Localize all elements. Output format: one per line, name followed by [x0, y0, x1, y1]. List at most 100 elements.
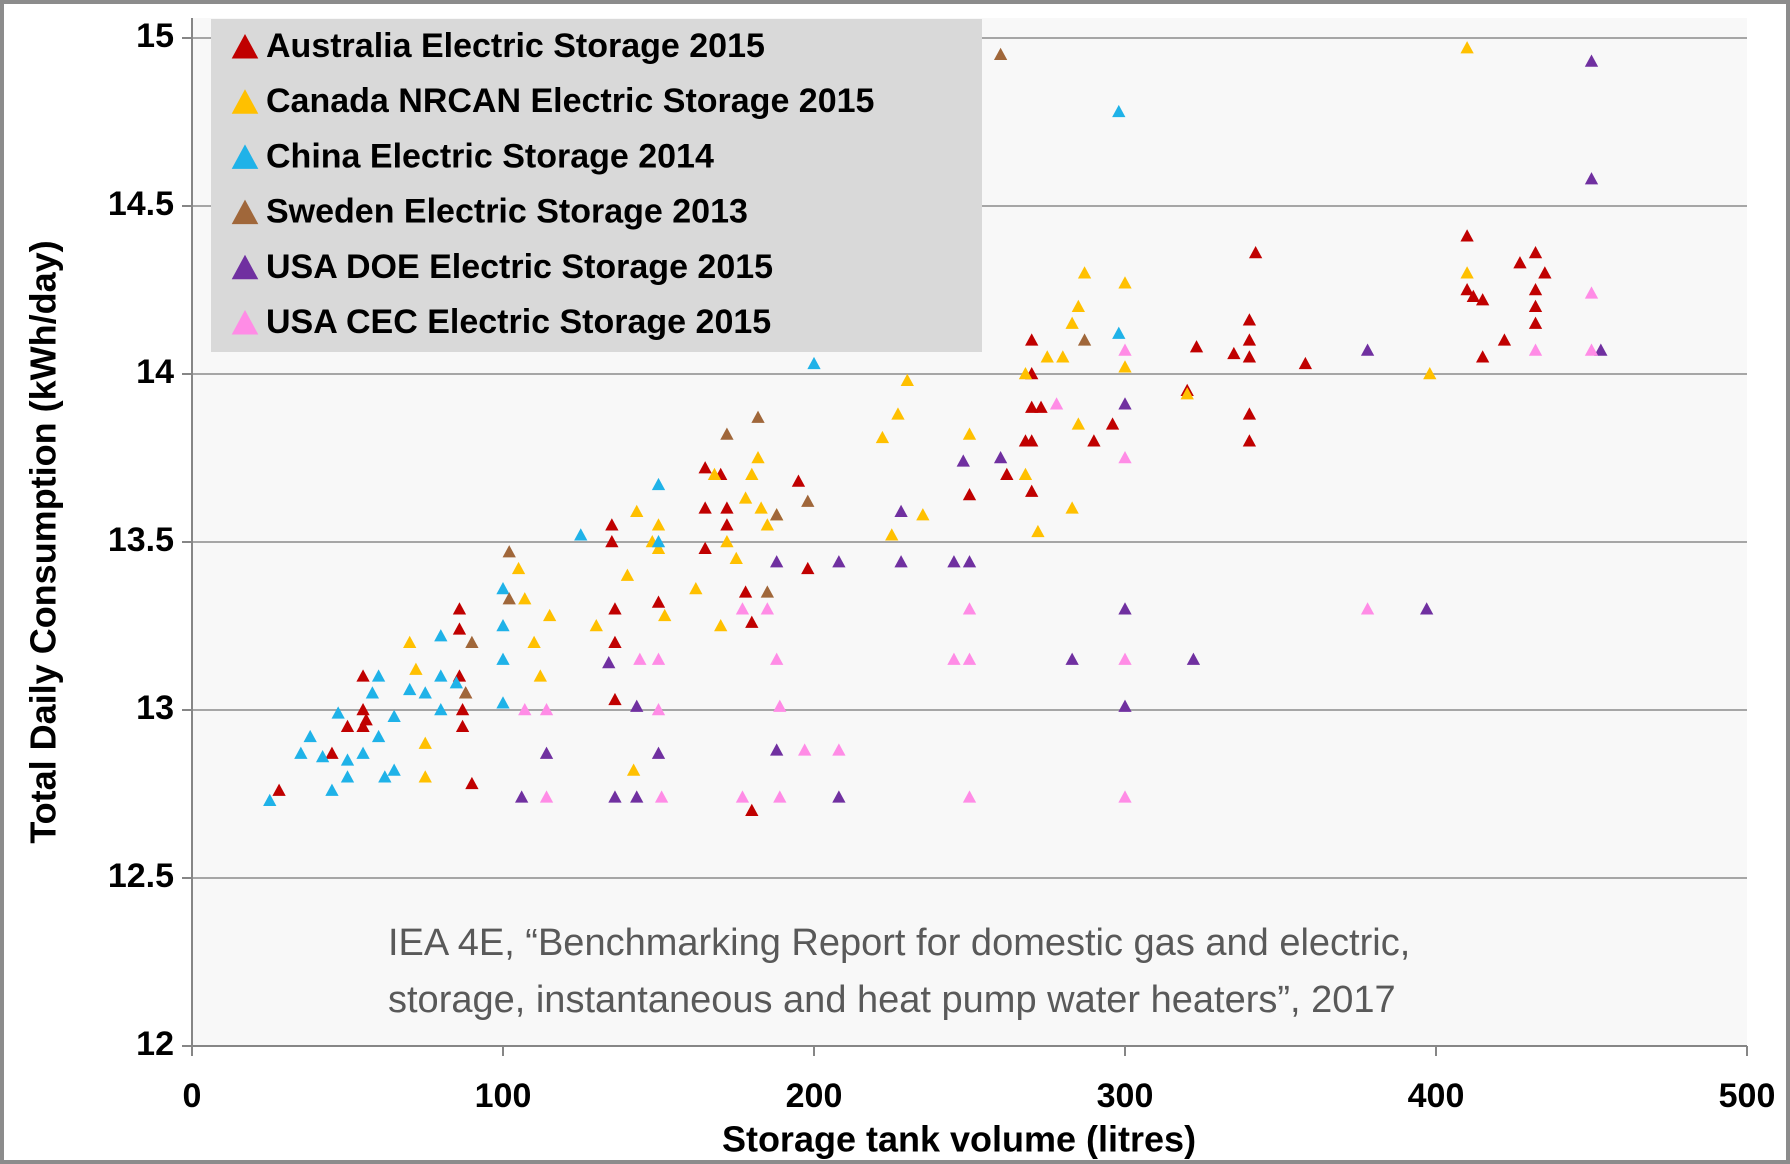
- point: [832, 790, 846, 803]
- point: [455, 719, 470, 733]
- point: [760, 602, 774, 615]
- point: [1065, 652, 1079, 665]
- point: [654, 790, 669, 803]
- point: [1180, 387, 1194, 400]
- point: [605, 535, 619, 548]
- point: [340, 770, 355, 783]
- point: [1118, 602, 1132, 615]
- point: [303, 729, 317, 743]
- point: [962, 652, 977, 665]
- point: [807, 356, 821, 370]
- legend-label: USA DOE Electric Storage 2015: [266, 248, 773, 286]
- annotation: IEA 4E, “Benchmarking Report for domesti…: [388, 922, 1410, 964]
- point: [608, 692, 622, 706]
- point: [533, 669, 547, 682]
- point: [720, 518, 734, 531]
- point: [502, 545, 516, 558]
- point: [1071, 417, 1085, 430]
- point: [801, 494, 815, 507]
- point: [371, 729, 386, 743]
- point: [331, 706, 345, 719]
- y-tick-label: 12.5: [108, 857, 174, 895]
- point: [738, 585, 753, 598]
- point: [651, 703, 666, 716]
- legend-marker: [231, 89, 259, 114]
- point: [1118, 276, 1132, 289]
- y-tick-label: 14.5: [108, 185, 174, 223]
- point: [620, 568, 635, 581]
- point: [1118, 451, 1132, 464]
- x-axis-title: Storage tank volume (litres): [722, 1119, 1196, 1160]
- point: [325, 746, 339, 759]
- point: [745, 615, 759, 628]
- point: [735, 790, 750, 803]
- point: [962, 602, 977, 615]
- point: [1497, 333, 1512, 346]
- point: [356, 703, 370, 716]
- point: [1025, 484, 1039, 497]
- point: [1065, 501, 1079, 514]
- point: [496, 696, 510, 709]
- point: [340, 719, 355, 733]
- point: [698, 501, 712, 514]
- point: [760, 585, 774, 598]
- point: [1049, 397, 1064, 410]
- point: [1460, 229, 1474, 242]
- point: [1528, 283, 1543, 296]
- point: [434, 669, 448, 682]
- point: [698, 541, 712, 554]
- point: [371, 669, 386, 682]
- point: [1528, 246, 1543, 259]
- point: [1476, 350, 1490, 363]
- point: [459, 686, 473, 699]
- point: [539, 746, 554, 759]
- point: [962, 555, 977, 568]
- point: [891, 407, 905, 420]
- point: [1360, 602, 1375, 615]
- point: [1065, 316, 1079, 329]
- point: [720, 535, 734, 548]
- point: [1034, 400, 1048, 413]
- legend-box: [211, 19, 982, 352]
- point: [630, 504, 644, 518]
- point: [315, 750, 330, 763]
- point: [651, 541, 666, 554]
- point: [539, 790, 554, 803]
- point: [325, 783, 339, 796]
- point: [1025, 400, 1039, 413]
- y-tick-label: 14: [136, 353, 174, 391]
- point: [956, 454, 970, 467]
- point: [1112, 104, 1126, 118]
- point: [1460, 41, 1474, 54]
- point: [630, 699, 644, 712]
- point: [1112, 326, 1126, 339]
- point: [1118, 652, 1132, 665]
- point: [1077, 266, 1092, 279]
- point: [608, 635, 622, 649]
- y-axis-title: Total Daily Consumption (kWh/day): [23, 240, 64, 843]
- point: [1186, 652, 1201, 665]
- point: [714, 619, 728, 632]
- point: [455, 703, 470, 716]
- point: [900, 373, 914, 386]
- point: [263, 793, 277, 806]
- point: [496, 652, 510, 665]
- point: [1513, 256, 1527, 269]
- point: [1528, 299, 1543, 313]
- point: [543, 608, 557, 622]
- point: [735, 602, 750, 615]
- point: [465, 635, 479, 649]
- point: [1360, 343, 1375, 356]
- point: [496, 582, 510, 595]
- point: [356, 719, 370, 733]
- point: [1018, 467, 1033, 481]
- x-tick-label: 200: [786, 1077, 843, 1115]
- y-tick-label: 12: [136, 1025, 174, 1063]
- point: [1077, 333, 1092, 346]
- point: [916, 508, 930, 521]
- point: [773, 790, 787, 803]
- point: [418, 736, 432, 749]
- point: [894, 504, 908, 518]
- point: [1071, 299, 1085, 313]
- point: [1025, 434, 1039, 447]
